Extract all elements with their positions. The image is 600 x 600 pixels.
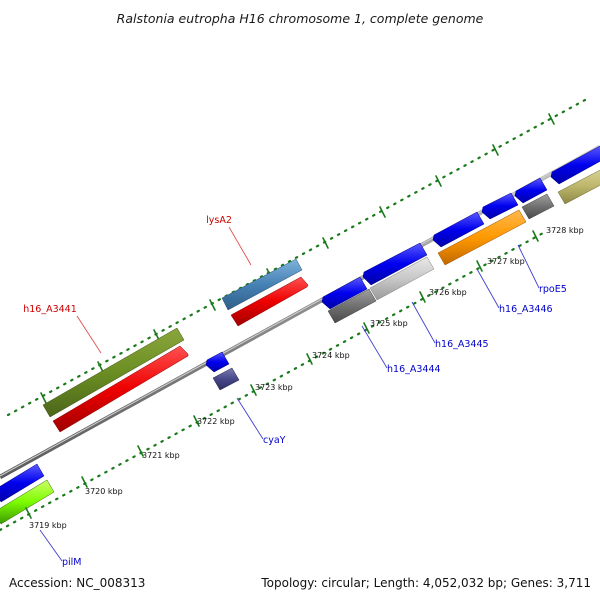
gene-h16-a3446-arrow[interactable] xyxy=(432,211,485,248)
gene-h16-a3444-arrow[interactable] xyxy=(321,276,368,310)
major-tick xyxy=(81,476,88,488)
major-tick xyxy=(435,175,442,187)
scale-label: 3720 kbp xyxy=(85,487,123,496)
leader-h16-a3441 xyxy=(76,315,102,354)
major-tick xyxy=(379,206,386,218)
scale-labels: 3719 kbp 3720 kbp 3721 kbp 3722 kbp 3723… xyxy=(29,226,584,530)
major-tick xyxy=(419,291,426,303)
major-tick xyxy=(532,230,539,242)
gene-rpoE5-arrow[interactable] xyxy=(481,192,519,220)
gene-label-rpoE5[interactable]: rpoE5 xyxy=(539,284,567,295)
leader-lines xyxy=(39,226,540,562)
major-tick xyxy=(322,237,329,249)
major-tick xyxy=(548,113,555,125)
major-tick xyxy=(209,299,216,311)
major-tick xyxy=(492,144,499,156)
topology-text: Topology: circular; Length: 4,052,032 bp… xyxy=(260,576,591,590)
gene-label-h16-a3446[interactable]: h16_A3446 xyxy=(499,304,553,315)
gene-label-pilM[interactable]: pilM xyxy=(62,557,82,568)
leader-h16-a3444 xyxy=(361,325,388,369)
leader-cyaY xyxy=(236,397,264,440)
major-tick xyxy=(25,507,32,519)
gene-h16-a3441-block[interactable] xyxy=(42,327,185,418)
gene-right-edge-arrow-1[interactable] xyxy=(514,177,548,204)
leader-rpoE5 xyxy=(517,244,540,289)
scale-label: 3722 kbp xyxy=(197,417,235,426)
major-tick xyxy=(153,329,160,341)
gene-right-edge-block[interactable] xyxy=(557,168,600,205)
gene-left-edge-arrow[interactable] xyxy=(0,463,45,503)
gene-cyaY-block[interactable] xyxy=(212,367,240,391)
gene-rpoE5-block[interactable] xyxy=(521,193,555,220)
gene-cyaY-arrow[interactable] xyxy=(205,351,230,373)
gene-h16-a3446-block[interactable] xyxy=(437,209,527,266)
scale-label: 3723 kbp xyxy=(255,383,293,392)
forward-genes xyxy=(42,258,309,433)
scale-label: 3721 kbp xyxy=(142,451,180,460)
leader-h16-a3446 xyxy=(476,268,500,309)
gene-label-h16-a3441[interactable]: h16_A3441 xyxy=(23,304,77,315)
gene-label-h16-a3444[interactable]: h16_A3444 xyxy=(387,364,441,375)
gene-h16-a3444-block[interactable] xyxy=(327,288,377,324)
leader-pilM xyxy=(39,529,63,562)
scale-label: 3728 kbp xyxy=(546,226,584,235)
gene-h16-a3445-arrow[interactable] xyxy=(362,242,428,286)
major-tick xyxy=(137,445,144,457)
gene-right-edge-arrow-2[interactable] xyxy=(550,145,600,185)
gene-pilM-block[interactable] xyxy=(0,479,55,525)
reverse-genes xyxy=(0,145,600,525)
gene-lysA2-block[interactable] xyxy=(221,258,303,311)
major-tick xyxy=(97,361,104,373)
gene-label-cyaY[interactable]: cyaY xyxy=(263,435,286,446)
gene-labels: lysA2 h16_A3441 cyaY h16_A3444 h16_A3445… xyxy=(23,215,567,568)
major-tick xyxy=(306,353,313,365)
scale-label: 3719 kbp xyxy=(29,521,67,530)
gene-h16-a3441-arrow[interactable] xyxy=(52,345,189,433)
scale-label: 3727 kbp xyxy=(487,257,525,266)
major-tick xyxy=(476,260,483,272)
gene-label-lysA2[interactable]: lysA2 xyxy=(206,215,232,226)
gene-label-h16-a3445[interactable]: h16_A3445 xyxy=(435,339,489,350)
inner-tick-band xyxy=(0,230,547,532)
gene-h16-a3445-block[interactable] xyxy=(369,256,435,301)
major-tick xyxy=(40,392,47,404)
major-tick xyxy=(193,415,200,427)
leader-lysA2 xyxy=(228,226,252,266)
gene-lysA2-arrow[interactable] xyxy=(230,276,309,327)
major-tick xyxy=(250,384,257,396)
accession-text: Accession: NC_008313 xyxy=(9,576,145,590)
major-tick xyxy=(363,322,370,334)
leader-h16-a3445 xyxy=(411,301,436,344)
scale-label: 3725 kbp xyxy=(370,319,408,328)
map-title: Ralstonia eutropha H16 chromosome 1, com… xyxy=(117,11,484,26)
scale-label: 3726 kbp xyxy=(429,288,467,297)
scale-label: 3724 kbp xyxy=(312,351,350,360)
